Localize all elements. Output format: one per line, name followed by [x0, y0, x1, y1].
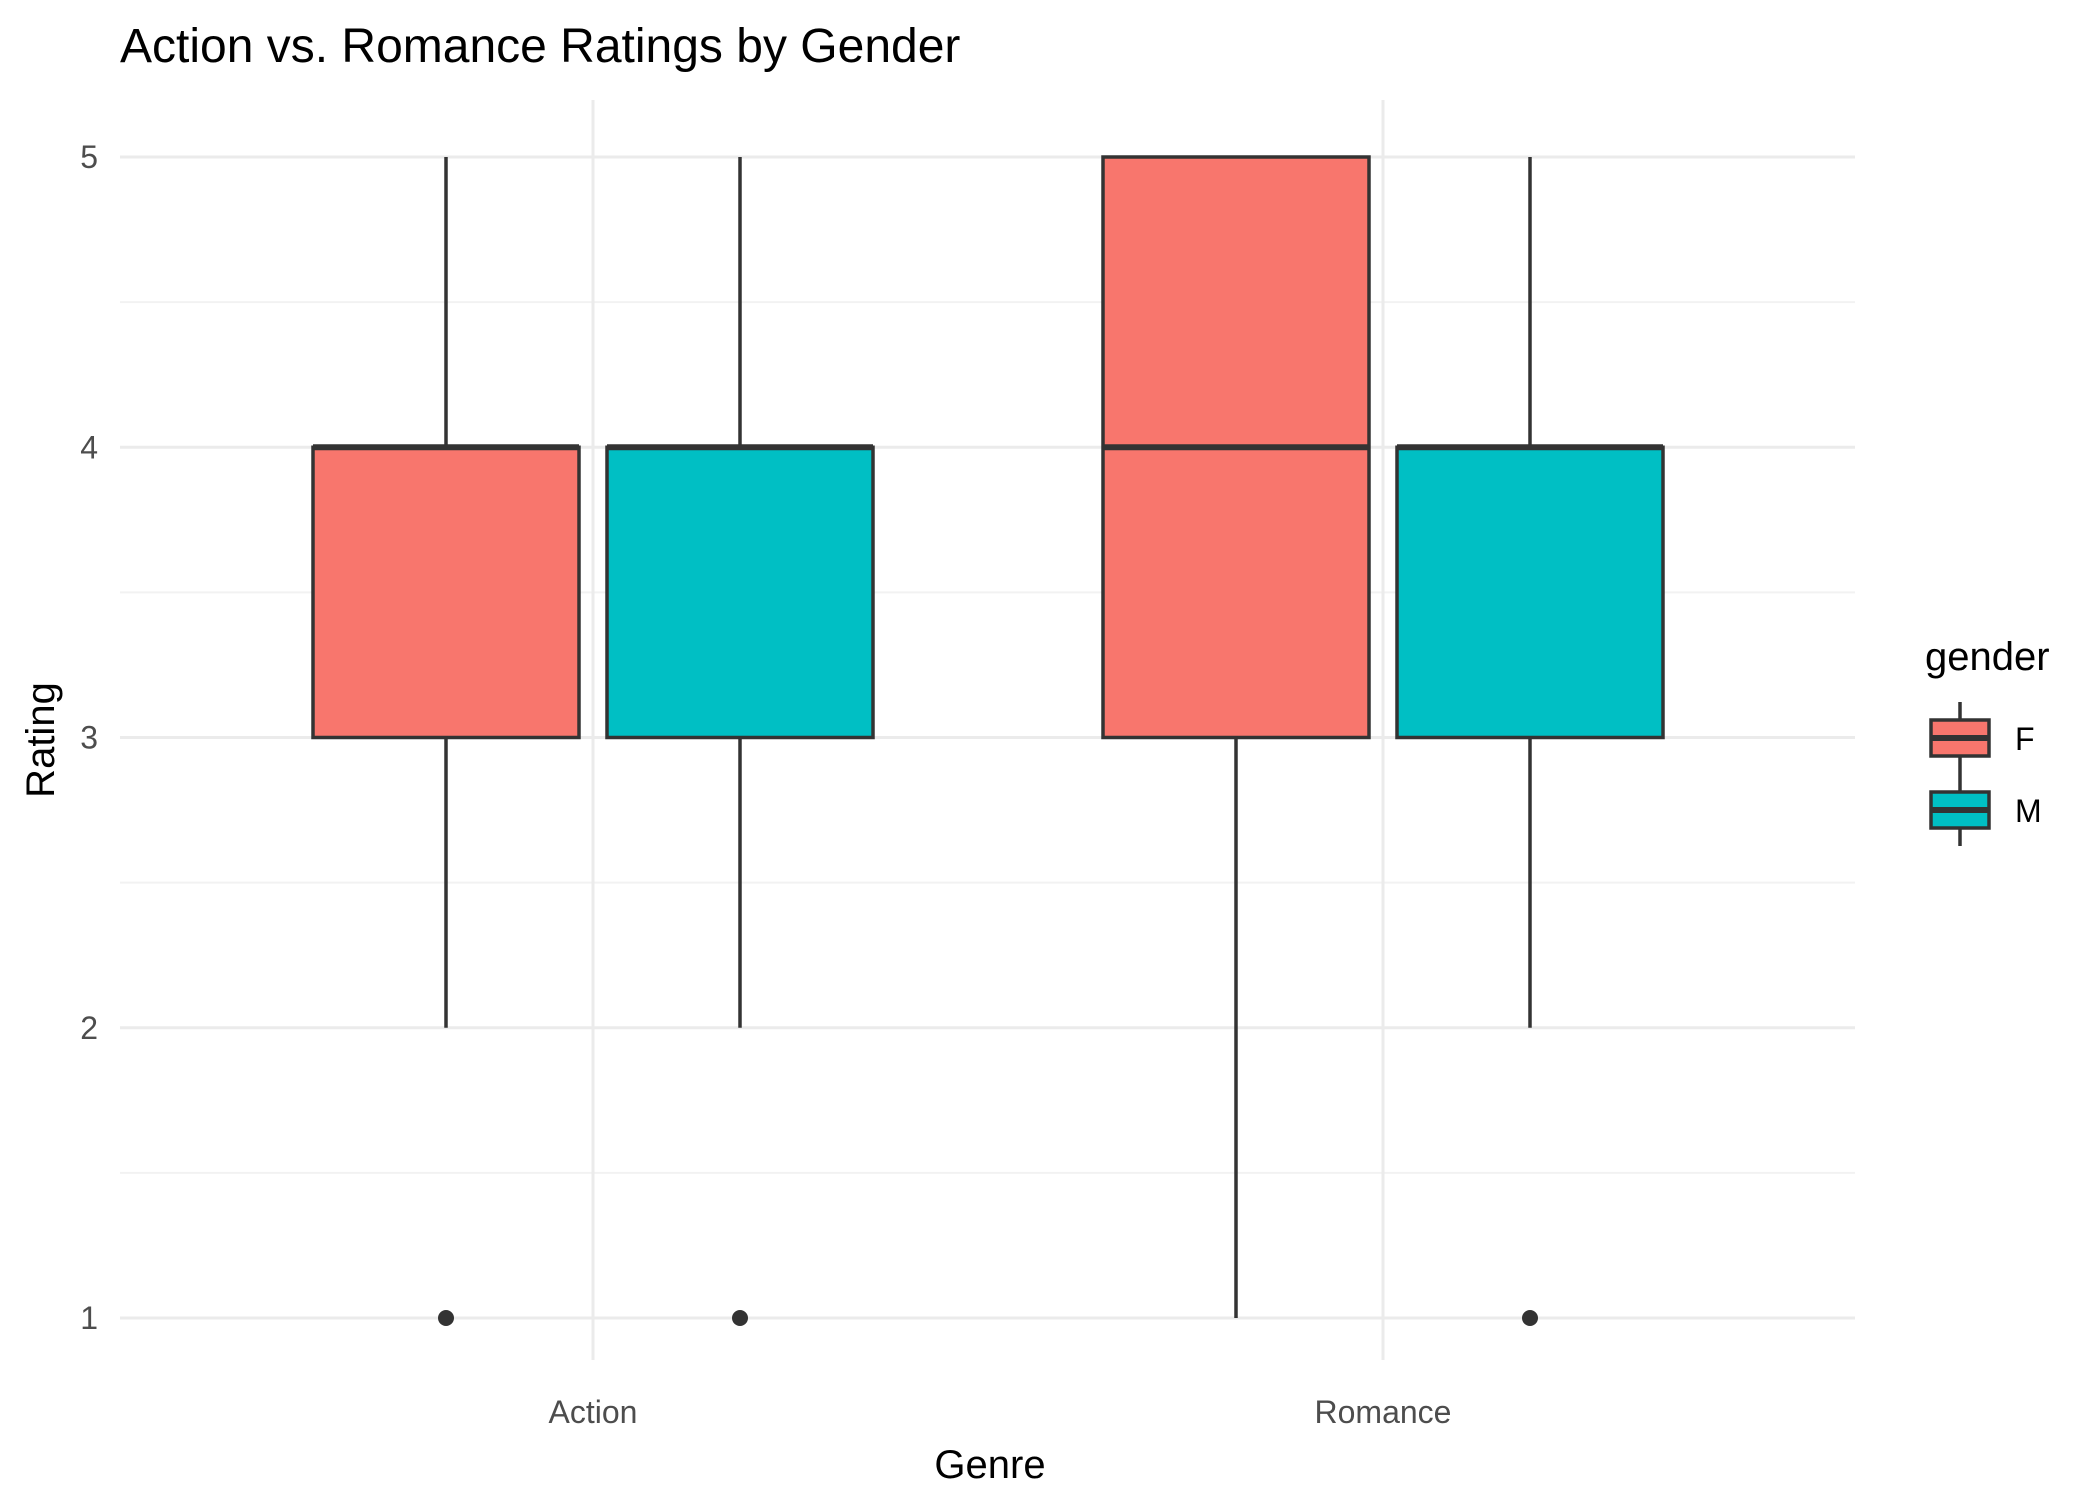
y-tick-label: 3	[80, 720, 98, 756]
box-body	[1395, 445, 1665, 740]
y-axis-ticks: 1 2 3 4 5	[80, 139, 98, 1336]
y-tick-label: 4	[80, 429, 98, 465]
x-tick-label: Romance	[1315, 1394, 1452, 1430]
legend-title: gender	[1925, 635, 2050, 679]
legend: gender FM	[1925, 635, 2050, 846]
legend-keys: FM	[1929, 702, 2042, 846]
box-F-action	[311, 157, 581, 1326]
box-body	[311, 445, 581, 740]
x-axis-title: Genre	[934, 1443, 1045, 1487]
x-tick-label: Action	[549, 1394, 638, 1430]
box-M-action	[605, 157, 875, 1326]
outlier-point	[1522, 1310, 1538, 1326]
legend-key-M: M	[1929, 774, 2042, 846]
y-tick-label: 2	[80, 1010, 98, 1046]
box-M-romance	[1395, 157, 1665, 1326]
y-tick-label: 1	[80, 1300, 98, 1336]
legend-key-F: F	[1929, 702, 2035, 774]
outlier-point	[732, 1310, 748, 1326]
y-axis-title: Rating	[19, 682, 63, 798]
chart-title: Action vs. Romance Ratings by Gender	[120, 20, 960, 73]
y-tick-label: 5	[80, 139, 98, 175]
box-body	[605, 445, 875, 740]
box-F-romance	[1101, 155, 1371, 1318]
x-axis-ticks: Action Romance	[549, 1394, 1452, 1430]
box-series	[311, 155, 1665, 1326]
outlier-point	[438, 1310, 454, 1326]
legend-label: M	[2015, 793, 2042, 829]
legend-label: F	[2015, 721, 2035, 757]
